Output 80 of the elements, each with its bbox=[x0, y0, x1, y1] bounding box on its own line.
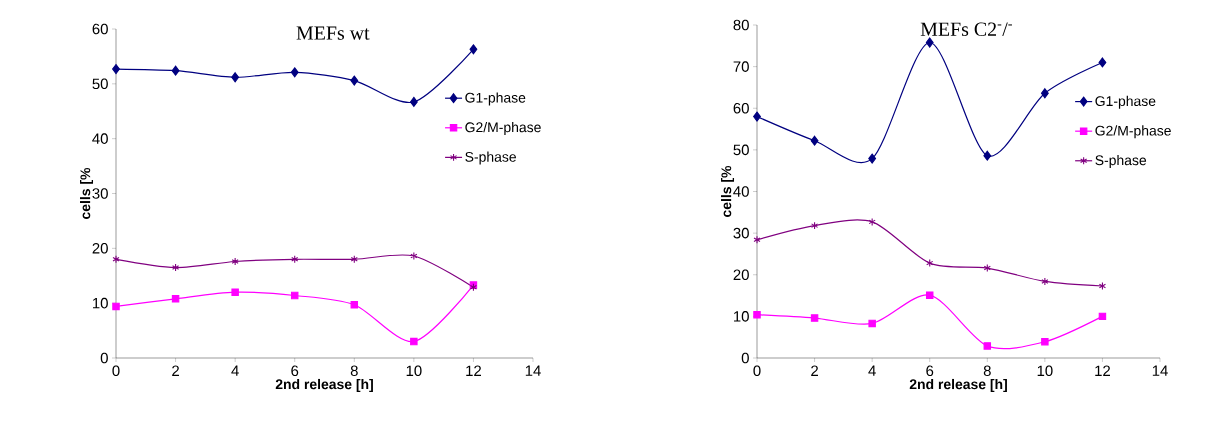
y-tick-label: 20 bbox=[733, 269, 749, 281]
point bbox=[350, 75, 359, 86]
x-tick-label: 10 bbox=[406, 365, 422, 377]
x-tick-label: 8 bbox=[350, 365, 358, 377]
y-tick-label: 20 bbox=[92, 243, 108, 254]
y-tick-label: 30 bbox=[733, 227, 749, 239]
x-tick-label: 12 bbox=[466, 365, 481, 376]
point bbox=[811, 221, 819, 230]
point bbox=[1041, 338, 1049, 346]
y-tick-label: 10 bbox=[734, 311, 749, 322]
point bbox=[983, 264, 991, 273]
x-tick-label: 4 bbox=[868, 365, 876, 376]
point bbox=[171, 65, 180, 76]
point bbox=[1098, 57, 1107, 68]
y-tick-label: 0 bbox=[100, 352, 108, 364]
point bbox=[409, 96, 418, 107]
point bbox=[290, 291, 299, 300]
x-tick-label: 10 bbox=[1037, 365, 1053, 377]
point bbox=[983, 150, 992, 161]
y-tick-label: 10 bbox=[93, 297, 108, 309]
y-tick-label: 0 bbox=[741, 352, 749, 364]
y-tick-label: 80 bbox=[733, 19, 749, 31]
point bbox=[925, 37, 934, 48]
point bbox=[290, 67, 299, 78]
point bbox=[231, 257, 239, 266]
x-tick-label: 12 bbox=[1095, 365, 1110, 376]
legend-label: S-phase bbox=[1095, 154, 1147, 168]
point bbox=[231, 72, 240, 83]
point bbox=[868, 153, 877, 164]
x-tick-label: 6 bbox=[926, 365, 934, 377]
x-axis-title: 2nd release [h] bbox=[909, 378, 1007, 392]
legend-label: S-phase bbox=[465, 151, 516, 165]
point bbox=[868, 319, 876, 328]
y-tick-label: 60 bbox=[92, 23, 108, 35]
point bbox=[231, 288, 239, 296]
point bbox=[983, 342, 992, 350]
legend-label: G2/M-phase bbox=[465, 121, 541, 135]
y-tick-label: 70 bbox=[733, 61, 749, 72]
point bbox=[112, 255, 120, 264]
point bbox=[112, 302, 120, 311]
chart-title: MEFs wt bbox=[296, 26, 370, 40]
x-tick-label: 4 bbox=[231, 365, 239, 376]
legend-label: G2/M-phase bbox=[1095, 125, 1171, 139]
point bbox=[1098, 281, 1107, 291]
y-tick-label: 30 bbox=[92, 188, 108, 199]
point bbox=[926, 259, 934, 268]
point bbox=[810, 314, 819, 322]
point bbox=[1041, 277, 1049, 286]
x-tick-label: 14 bbox=[525, 365, 541, 376]
x-tick-label: 2 bbox=[172, 365, 179, 376]
point bbox=[753, 111, 761, 122]
point bbox=[171, 295, 180, 303]
point bbox=[469, 44, 478, 55]
legend-label: G1-phase bbox=[1095, 95, 1156, 109]
x-tick-label: 8 bbox=[983, 365, 991, 377]
y-tick-label: 60 bbox=[733, 102, 749, 114]
x-tick-label: 0 bbox=[753, 365, 761, 377]
y-tick-label: 40 bbox=[92, 133, 108, 144]
point bbox=[410, 251, 418, 261]
point bbox=[172, 263, 180, 272]
x-tick-label: 2 bbox=[811, 365, 818, 376]
point bbox=[753, 235, 761, 244]
point bbox=[810, 135, 819, 146]
point bbox=[291, 255, 299, 264]
x-tick-label: 6 bbox=[291, 365, 299, 377]
point bbox=[350, 255, 358, 264]
point bbox=[410, 337, 418, 346]
x-tick-label: 0 bbox=[112, 365, 120, 377]
point bbox=[1040, 88, 1049, 99]
chart-title: MEFs C2$^{-}$/$^{-}$ bbox=[920, 22, 1012, 36]
point bbox=[350, 301, 359, 309]
x-tick-label: 14 bbox=[1152, 365, 1168, 376]
legend-label: G1-phase bbox=[465, 92, 526, 106]
point bbox=[753, 310, 761, 319]
y-tick-label: 50 bbox=[733, 144, 749, 156]
point bbox=[868, 217, 876, 226]
y-tick-label: 40 bbox=[733, 186, 749, 197]
x-axis-title: 2nd release [h] bbox=[275, 378, 373, 392]
y-tick-label: 50 bbox=[92, 78, 108, 90]
point bbox=[925, 291, 934, 299]
